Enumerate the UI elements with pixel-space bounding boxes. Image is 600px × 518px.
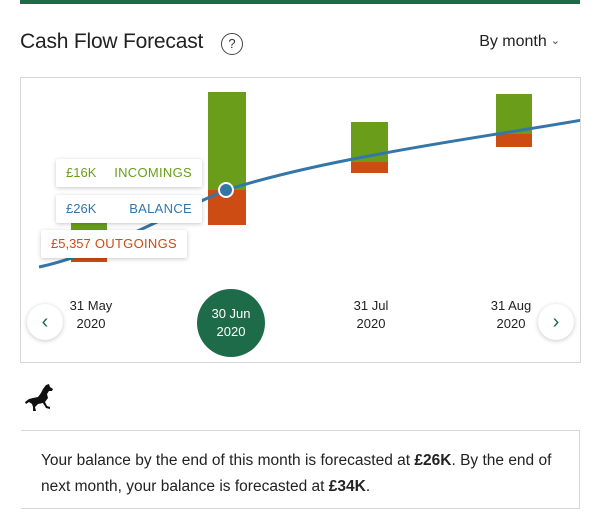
balance-amount: £26K [66,201,97,216]
bar-incomings-jun[interactable] [208,92,246,190]
widget-header: Cash Flow Forecast ? By month ⌄ [20,30,580,60]
incomings-label: INCOMINGS [114,165,192,180]
chevron-left-icon: ‹ [41,311,49,333]
tooltip-balance: £26K BALANCE [56,195,202,223]
incomings-amount: £16K [66,165,97,180]
tooltip-outgoings: £5,357 OUTGOINGS [41,230,187,258]
black-horse-logo-icon [25,384,53,411]
period-dropdown-label: By month [479,33,547,50]
help-icon[interactable]: ? [221,33,243,55]
page-title: Cash Flow Forecast [20,30,204,53]
message-text-2: . By the end of next month, your balance… [41,452,552,495]
date-jul-day: 31 Jul [353,298,389,313]
message-balance-this-month: £26K [414,452,452,469]
bar-incomings-aug[interactable] [496,94,532,134]
outgoings-label: OUTGOINGS [94,236,177,251]
date-may-year: 2020 [76,316,106,331]
balance-point-jun[interactable] [218,182,234,198]
top-accent-bar [20,0,580,4]
date-may[interactable]: 31 May 2020 [61,297,121,333]
date-jun-day: 30 Jun [211,306,251,321]
bar-outgoings-aug[interactable] [496,134,532,147]
chevron-down-icon: ⌄ [550,35,560,47]
balance-label: BALANCE [129,201,192,216]
bar-outgoings-jul[interactable] [351,162,388,173]
date-jun-year: 2020 [216,324,246,339]
date-jul-year: 2020 [356,316,386,331]
date-aug[interactable]: 31 Aug 2020 [481,297,541,333]
date-jun-selected[interactable]: 30 Jun 2020 [197,289,265,357]
message-balance-next-month: £34K [328,478,366,495]
cash-flow-chart: £16K INCOMINGS £26K BALANCE £5,357 OUTGO… [20,77,581,363]
date-aug-day: 31 Aug [490,298,532,313]
date-aug-year: 2020 [496,316,526,331]
date-jul[interactable]: 31 Jul 2020 [341,297,401,333]
tooltip-incomings: £16K INCOMINGS [56,159,202,187]
message-text-1: Your balance by the end of this month is… [41,452,415,469]
next-button[interactable]: › [538,304,574,340]
outgoings-amount: £5,357 [51,236,91,251]
date-may-day: 31 May [69,298,113,313]
message-text-3: . [365,478,371,495]
forecast-message: Your balance by the end of this month is… [21,430,580,509]
period-dropdown[interactable]: By month ⌄ [479,33,560,51]
previous-button[interactable]: ‹ [27,304,63,340]
chevron-right-icon: › [552,311,560,333]
